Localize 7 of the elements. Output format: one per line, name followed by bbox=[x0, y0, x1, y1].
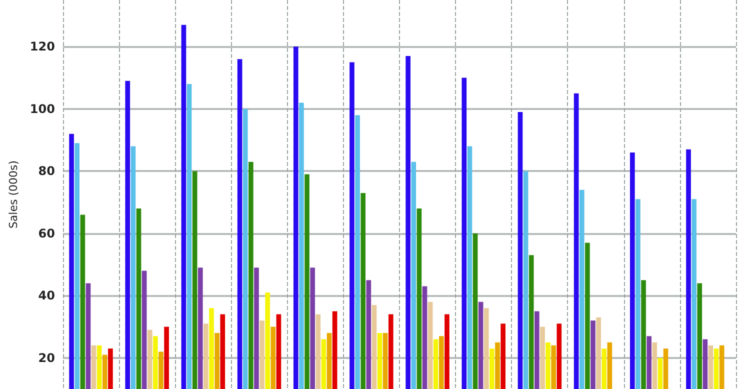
y-tick-label: 120 bbox=[30, 40, 55, 54]
y-axis-title: Sales (000s) bbox=[7, 160, 20, 229]
y-tick-label: 80 bbox=[38, 164, 55, 178]
y-tick-label: 40 bbox=[38, 288, 55, 303]
y-tick-label: 100 bbox=[30, 102, 55, 116]
y-tick-label: 60 bbox=[38, 226, 55, 240]
y-tick-label: 20 bbox=[38, 350, 55, 365]
